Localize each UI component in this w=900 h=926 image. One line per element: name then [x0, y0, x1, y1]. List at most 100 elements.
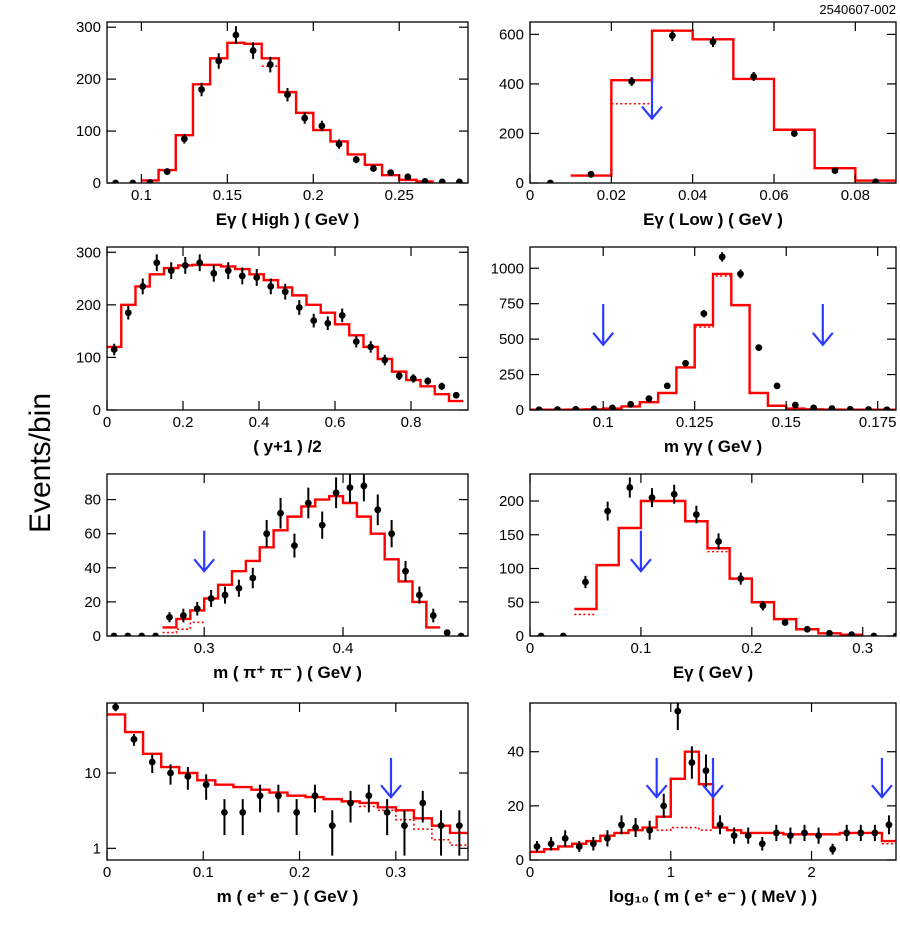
- p5-data-point: [360, 482, 368, 490]
- p2-y-tick-label: 0: [516, 175, 524, 192]
- p6-x-tick-label: 0.2: [741, 640, 762, 657]
- p7-data-point: [148, 758, 156, 766]
- y-axis-label: Events/bin: [24, 393, 57, 533]
- p5-data-point: [249, 574, 257, 582]
- p3-data-point: [452, 391, 460, 399]
- p5-data-point: [318, 521, 326, 529]
- p6-data-point: [826, 629, 833, 636]
- p5-y-tick-label: 20: [84, 594, 101, 611]
- p7-x-tick-label: 0.1: [193, 864, 214, 881]
- p3-data-point: [238, 272, 246, 280]
- p7-data-point: [202, 781, 210, 789]
- p5-data-point: [166, 613, 173, 621]
- p5-data-point: [235, 584, 243, 592]
- p5-data-point: [263, 530, 271, 538]
- p6-data-point: [848, 631, 856, 636]
- p4-data-point: [682, 359, 689, 367]
- p3-data-point: [409, 375, 417, 382]
- p3-data-point: [253, 274, 261, 281]
- p5-plot-area: [110, 474, 465, 636]
- p6-x-tick-label: 0.1: [630, 640, 651, 657]
- p3-data-point: [381, 356, 389, 364]
- p8-y-tick-label: 0: [516, 852, 524, 869]
- p1-y-tick-label: 100: [76, 123, 101, 140]
- p1-data-point: [232, 31, 240, 39]
- p5-x-axis-title: m ( π⁺ π⁻ ) ( GeV ): [213, 663, 362, 682]
- p3-y-tick-label: 200: [76, 297, 101, 314]
- p4-x-tick-label: 0.15: [772, 414, 801, 431]
- p6-data-point: [626, 484, 634, 491]
- p8-data-point: [829, 845, 837, 853]
- p2-data-point: [628, 78, 636, 85]
- p8-data-point: [674, 707, 682, 715]
- p7-data-point: [130, 735, 138, 743]
- p4-data-point: [883, 406, 891, 410]
- p4-mc-background-dotted: [694, 275, 732, 328]
- p7-data-point: [311, 792, 319, 800]
- p8-data-point: [772, 829, 780, 837]
- p8-cut-arrow-head: [702, 784, 724, 799]
- p6-x-tick-label: 0.3: [852, 640, 873, 657]
- p7-plot-area: [107, 703, 468, 856]
- p4-mc-histogram: [530, 272, 896, 410]
- p2-x-axis-title: Eγ ( Low ) ( GeV ): [643, 210, 783, 229]
- p2-data-point: [668, 32, 676, 40]
- p3-data-point: [438, 382, 446, 390]
- p4-data-point: [737, 270, 744, 278]
- p8-x-tick-label: 1: [667, 864, 675, 881]
- p4-y-tick-label: 250: [499, 367, 524, 384]
- p5-data-point: [388, 530, 396, 538]
- p6-data-point: [870, 632, 878, 636]
- p6-x-tick-label: 0: [526, 640, 534, 657]
- p5-frame: [106, 473, 469, 637]
- p8-data-point: [702, 767, 710, 775]
- p5-data-point: [207, 595, 215, 602]
- p8-data-point: [688, 759, 696, 766]
- p5-data-point: [110, 632, 118, 636]
- p1-frame: [106, 21, 469, 184]
- p3-data-point: [395, 372, 403, 380]
- p7-data-point: [239, 808, 247, 816]
- p6-mc-background-dotted: [574, 550, 730, 616]
- p6-data-point: [559, 632, 567, 636]
- p4-data-point: [663, 382, 671, 390]
- p6-x-axis-title: Eγ ( GeV ): [673, 663, 753, 682]
- p8-data-point: [787, 832, 794, 840]
- p3-data-point: [196, 259, 204, 267]
- p8-data-point: [857, 829, 865, 837]
- p8-y-tick-label: 20: [507, 798, 524, 815]
- p7-data-point: [184, 773, 192, 780]
- p7-data-point: [347, 799, 354, 807]
- p7-data-point: [419, 799, 427, 807]
- p3-x-tick-label: 0.6: [325, 414, 346, 431]
- p6-data-point: [537, 632, 545, 636]
- p5-x-tick-label: 0.4: [333, 640, 354, 657]
- p3-x-axis-title: ( y+1 ) /2: [253, 437, 322, 456]
- p6-cut-arrow-head: [630, 558, 652, 573]
- p3-x-tick-label: 0.8: [401, 414, 422, 431]
- p6-data-point: [648, 494, 656, 502]
- p8-data-point: [716, 821, 724, 829]
- p3-panel: 0 0.2 0.4 0.6 0.8 0 100 200 300 ( y+1 ) /2: [76, 244, 469, 456]
- p4-cut-arrow-head: [811, 332, 834, 347]
- p5-cut-arrow: [193, 530, 216, 573]
- p6-plot-area: [537, 477, 896, 636]
- p6-data-point: [803, 625, 811, 633]
- p1-y-tick-label: 0: [93, 175, 101, 192]
- p3-frame: [106, 246, 469, 411]
- p8-data-point: [801, 829, 808, 837]
- p7-data-point: [167, 769, 174, 777]
- p6-data-point: [715, 538, 722, 545]
- p3-mc-histogram: [107, 263, 464, 403]
- p7-panel: 0 0.1 0.2 0.3 1 10 m ( e⁺ e⁻ ) ( GeV ): [84, 702, 469, 906]
- p5-data-point: [416, 591, 423, 599]
- p3-data-point: [367, 343, 375, 351]
- p3-data-point: [139, 283, 147, 290]
- p3-y-tick-label: 100: [76, 349, 101, 366]
- p5-y-tick-label: 80: [84, 492, 101, 509]
- p4-data-point: [718, 253, 726, 261]
- p6-data-point: [582, 578, 589, 586]
- p6-data-point: [604, 507, 612, 515]
- p1-data-point: [421, 178, 429, 183]
